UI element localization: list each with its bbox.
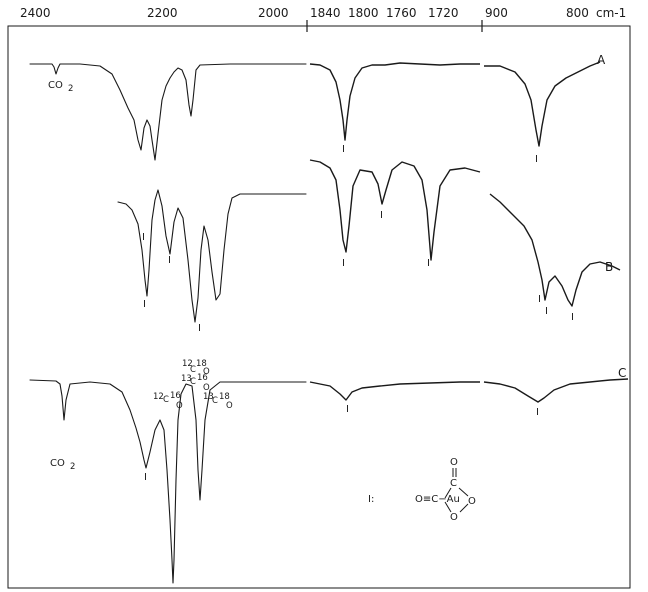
unit-label: cm-1 — [596, 6, 626, 20]
tick-label-800: 800 — [566, 6, 589, 20]
tick-label-1760: 1760 — [386, 6, 417, 20]
trace-a-panel-3 — [484, 61, 601, 147]
isotope-label-13c18o: 13 C 18 O — [203, 392, 233, 411]
band-i-b4: I — [198, 323, 201, 334]
iso-13c16o-top: 13 — [181, 374, 192, 384]
band-i-b6: I — [380, 210, 383, 221]
trace-c-panel-2 — [309, 381, 480, 401]
legend-key: I: — [368, 494, 374, 505]
iso-12c18o-mid: C — [190, 365, 196, 375]
band-i-b5: I — [342, 258, 345, 269]
trace-b-panel-2 — [309, 159, 481, 261]
band-i-b10: I — [571, 312, 574, 323]
legend-formula: O≡C−Au — [415, 494, 460, 505]
band-i-b7: I — [427, 258, 430, 269]
tick-label-1800: 1800 — [348, 6, 379, 20]
trace-b-panel-3 — [489, 193, 621, 307]
plot-frame — [7, 25, 631, 589]
ring-bond-au-c — [444, 487, 452, 499]
tick-label-1720: 1720 — [428, 6, 459, 20]
iso-13c16o-mid: C — [190, 377, 196, 387]
band-i-a1: I — [342, 144, 345, 155]
band-i-b9: I — [545, 306, 548, 317]
trace-a-panel-2 — [309, 62, 480, 141]
iso-12c16o-sup: 16 — [170, 391, 181, 401]
tick-label-900: 900 — [485, 6, 508, 20]
band-i-b1: I — [142, 232, 145, 243]
trace-b-panel-1 — [117, 189, 307, 323]
iso-13c18o-bot: O — [226, 401, 233, 411]
band-i-b2: I — [143, 299, 146, 310]
trace-c-label: C — [618, 366, 626, 380]
iso-12c16o-top: 12 — [153, 392, 164, 402]
ring-bond-o-o — [459, 503, 469, 513]
co2-label-c: CO — [50, 458, 65, 469]
tick-label-2200: 2200 — [147, 6, 178, 20]
iso-13c18o-sup: 18 — [219, 392, 230, 402]
band-i-c1: I — [144, 472, 147, 483]
trace-a-label: A — [597, 53, 606, 67]
isotope-label-12c16o: 12 C 16 O — [153, 391, 183, 411]
trace-b-label: B — [605, 260, 613, 274]
ring-o-bottom: O — [450, 512, 458, 523]
band-i-b3: I — [168, 255, 171, 266]
iso-12c16o-mid: C — [163, 395, 169, 405]
iso-12c18o-top: 12 — [182, 359, 193, 369]
ring-o-right: O — [468, 496, 476, 507]
band-i-c2: I — [346, 404, 349, 415]
trace-c-panel-1 — [29, 379, 307, 584]
iso-13c18o-top: 13 — [203, 392, 214, 402]
species-legend: I: O≡C−Au O C O O — [368, 457, 476, 523]
iso-12c16o-bot: O — [176, 401, 183, 411]
iso-13c18o-mid: C — [212, 396, 218, 406]
trace-a-panel-1 — [29, 63, 307, 161]
band-i-a2: I — [535, 154, 538, 165]
tick-label-2000: 2000 — [258, 6, 289, 20]
ring-bond-c-o-right — [458, 487, 469, 497]
band-i-b8: I — [538, 294, 541, 305]
isotope-label-13c16o: 13 C 16 O — [181, 373, 210, 393]
co2-sub-c: 2 — [70, 462, 75, 472]
co2-label-a: CO — [48, 80, 63, 91]
tick-label-1840: 1840 — [310, 6, 341, 20]
ring-bond-au-o — [444, 501, 452, 513]
trace-c-panel-3 — [483, 378, 629, 403]
ring-c: C — [450, 478, 457, 489]
iso-13c16o-bot: O — [203, 383, 210, 393]
band-i-c3: I — [536, 407, 539, 418]
iso-13c16o-sup: 16 — [197, 373, 208, 383]
co2-sub-a: 2 — [68, 84, 73, 94]
isotope-label-12c18o: 12 C 18 O — [182, 359, 210, 377]
iso-12c18o-bot: O — [203, 367, 210, 377]
ring-o-top: O — [450, 457, 458, 468]
tick-label-2400: 2400 — [20, 6, 51, 20]
iso-12c18o-sup: 18 — [196, 359, 207, 369]
